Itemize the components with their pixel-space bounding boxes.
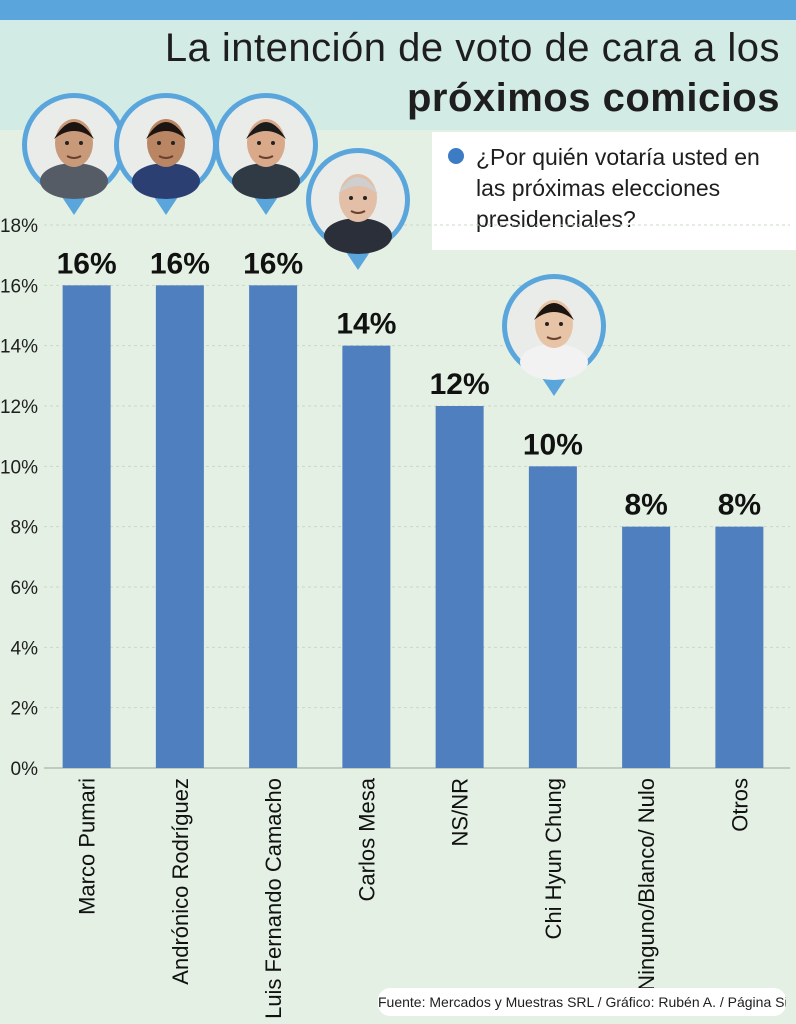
portrait-hair bbox=[338, 177, 378, 194]
y-tick-label: 12% bbox=[0, 397, 38, 418]
portrait-eye bbox=[257, 141, 261, 145]
title-line-1: La intención de voto de cara a los bbox=[164, 26, 780, 70]
portrait-eye bbox=[171, 141, 175, 145]
portrait-hair bbox=[146, 122, 186, 139]
bar bbox=[342, 345, 391, 768]
category-label: Luis Fernando Camacho bbox=[261, 778, 286, 1019]
legend-box bbox=[432, 132, 796, 250]
portrait-shirt bbox=[232, 163, 300, 199]
source-footer: Fuente: Mercados y Muestras SRL / Gráfic… bbox=[378, 988, 786, 1016]
y-tick-label: 16% bbox=[0, 276, 38, 297]
category-label: Andrónico Rodríguez bbox=[168, 778, 193, 985]
category-label: Marco Pumari bbox=[75, 778, 100, 915]
data-label: 16% bbox=[57, 247, 117, 280]
y-tick-label: 10% bbox=[0, 457, 38, 478]
portrait-shirt bbox=[40, 163, 108, 199]
bar bbox=[155, 285, 204, 768]
portrait-mouth bbox=[66, 155, 82, 159]
bar bbox=[622, 526, 671, 768]
data-label: 8% bbox=[718, 489, 761, 522]
portrait-shirt bbox=[132, 163, 200, 199]
data-label: 16% bbox=[243, 247, 303, 280]
y-tick-label: 0% bbox=[11, 759, 39, 780]
portrait-shirt bbox=[324, 218, 392, 254]
y-tick-label: 14% bbox=[0, 337, 38, 358]
portrait-eye bbox=[545, 322, 549, 326]
title-line-2: próximos comicios bbox=[406, 76, 780, 120]
portrait-hair bbox=[54, 122, 94, 139]
portrait-mouth bbox=[350, 210, 366, 214]
portrait-eye bbox=[65, 141, 69, 145]
y-tick-label: 2% bbox=[11, 699, 39, 720]
bar bbox=[528, 466, 577, 768]
category-label: NS/NR bbox=[448, 778, 473, 846]
category-label: Chi Hyun Chung bbox=[541, 778, 566, 939]
bar bbox=[435, 406, 484, 768]
category-label: Otros bbox=[727, 778, 752, 832]
portrait-eye bbox=[79, 141, 83, 145]
portrait-eye bbox=[157, 141, 161, 145]
y-tick-label: 18% bbox=[0, 216, 38, 237]
data-label: 16% bbox=[150, 247, 210, 280]
data-label: 14% bbox=[336, 308, 396, 341]
portrait-eye bbox=[271, 141, 275, 145]
category-label: Ninguno/Blanco/ Nulo bbox=[634, 778, 659, 991]
legend-dot-icon bbox=[448, 148, 464, 164]
y-tick-label: 4% bbox=[11, 638, 39, 659]
data-label: 10% bbox=[523, 428, 583, 461]
legend-question: ¿Por quién votaría usted en las próximas… bbox=[476, 144, 760, 232]
portrait-hair bbox=[246, 122, 286, 139]
bar bbox=[715, 526, 764, 768]
y-tick-label: 8% bbox=[11, 518, 39, 539]
portrait-mouth bbox=[258, 155, 274, 159]
top-accent-bar bbox=[0, 0, 796, 20]
bar bbox=[62, 285, 111, 768]
portrait-eye bbox=[363, 196, 367, 200]
portrait-eye bbox=[559, 322, 563, 326]
portrait-hair bbox=[534, 303, 574, 320]
portrait-shirt bbox=[520, 344, 588, 380]
category-label: Carlos Mesa bbox=[354, 777, 379, 901]
data-label: 8% bbox=[624, 489, 667, 522]
portrait-mouth bbox=[158, 155, 174, 159]
y-tick-label: 6% bbox=[11, 578, 39, 599]
portrait-mouth bbox=[546, 336, 562, 340]
data-label: 12% bbox=[430, 368, 490, 401]
bar bbox=[249, 285, 298, 768]
portrait-eye bbox=[349, 196, 353, 200]
